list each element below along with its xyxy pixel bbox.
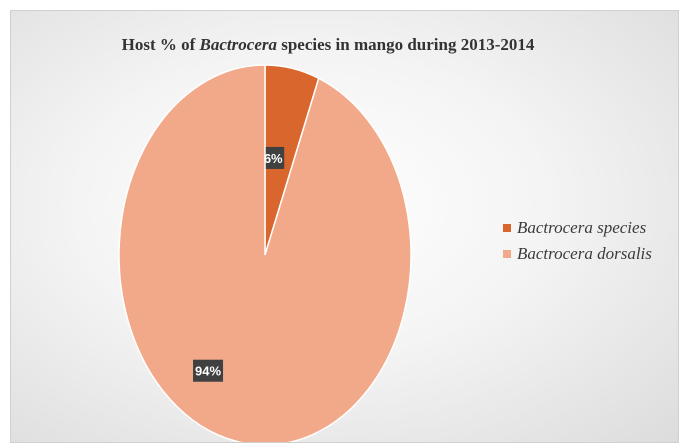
chart-title: Host % of Bactrocera species in mango du… <box>11 35 645 55</box>
title-part-1: Host % of <box>121 35 200 54</box>
legend-label-dorsalis: Bactrocera dorsalis <box>517 244 652 263</box>
pie-slice-dorsalis <box>118 64 412 442</box>
data-label-species: 6% <box>262 146 285 169</box>
chart-frame: Host % of Bactrocera species in mango du… <box>10 10 679 443</box>
title-part-2: Bactrocera <box>199 35 277 54</box>
legend-item-species: Bactrocera species <box>503 215 652 241</box>
legend-item-dorsalis: Bactrocera dorsalis <box>503 241 652 267</box>
legend: Bactrocera species Bactrocera dorsalis <box>503 215 652 267</box>
title-part-3: species in mango during 2013-2014 <box>276 35 535 54</box>
svg-text:94%: 94% <box>195 364 221 379</box>
pie-chart: 6% 94% <box>118 64 412 442</box>
data-label-dorsalis: 94% <box>193 359 224 382</box>
legend-swatch-dorsalis <box>503 250 511 258</box>
legend-label-species: Bactrocera species <box>517 218 647 237</box>
legend-swatch-species <box>503 224 511 232</box>
svg-text:6%: 6% <box>264 151 283 166</box>
